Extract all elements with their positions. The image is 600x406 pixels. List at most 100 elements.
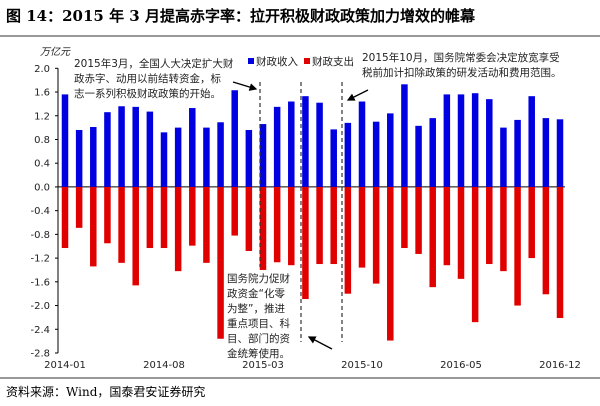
y-tick-label: -2.0 xyxy=(30,301,50,312)
y-tick-label: 2.0 xyxy=(34,64,50,75)
expenditure-bar-2016-06 xyxy=(471,186,479,323)
y-tick-label: 1.2 xyxy=(34,111,50,122)
chart-title: 图 14：2015 年 3 月提高赤字率：拉开积极财政政策加力增效的帷幕 xyxy=(6,7,476,25)
expenditure-bar-2016-08 xyxy=(500,186,507,272)
y-tick-label: 0.0 xyxy=(34,182,50,193)
legend-label-1: 财政支出 xyxy=(312,55,354,68)
legend-label-0: 财政收入 xyxy=(256,55,298,68)
y-tick-label: 0.8 xyxy=(34,135,50,146)
annotation-0-line: 志一系列积极财政政策的开始。 xyxy=(74,87,221,100)
expenditure-bar-2014-01 xyxy=(61,186,69,249)
expenditure-bar-2014-08 xyxy=(160,186,168,249)
expenditure-bar-2015-06 xyxy=(302,186,309,300)
expenditure-bar-2014-11 xyxy=(203,186,210,263)
revenue-bar-2014-05 xyxy=(118,106,125,187)
expenditure-bar-2016-07 xyxy=(486,186,493,265)
y-tick-label: -1.2 xyxy=(30,254,50,265)
expenditure-bar-2015-11 xyxy=(372,186,380,284)
annotation-2-line: 政资金“化零 xyxy=(227,287,285,300)
expenditure-bar-2015-10 xyxy=(358,186,366,268)
revenue-bar-2016-11 xyxy=(542,118,550,187)
expenditure-bar-2015-04 xyxy=(273,186,281,263)
y-unit-label: 万亿元 xyxy=(40,46,71,58)
annotation-1-line: 税前加计扣除政策的研发活动和费用范围。 xyxy=(362,66,562,79)
annotation-2-line: 金统筹使用。 xyxy=(227,347,290,360)
revenue-bar-2016-10 xyxy=(528,96,535,187)
expenditure-bar-2016-09 xyxy=(514,186,521,306)
revenue-bar-2014-02 xyxy=(75,129,83,187)
y-tick-label: -0.4 xyxy=(30,206,50,217)
expenditure-bar-2015-03 xyxy=(259,186,267,270)
x-tick-label: 2015-10 xyxy=(341,360,383,371)
revenue-bar-2014-08 xyxy=(160,132,168,187)
legend-swatch-1 xyxy=(304,58,310,64)
revenue-bar-2015-10 xyxy=(358,101,366,187)
expenditure-bar-2014-12 xyxy=(217,186,224,339)
expenditure-bar-2014-10 xyxy=(189,186,196,246)
revenue-bar-2015-12 xyxy=(387,113,394,187)
revenue-bar-2014-12 xyxy=(217,122,224,187)
y-tick-label: -2.4 xyxy=(30,325,50,336)
revenue-bar-2015-04 xyxy=(273,106,281,187)
annotation-0-line: 政赤字、动用以前结转资金，标 xyxy=(74,72,221,85)
revenue-bar-2014-11 xyxy=(203,127,210,187)
revenue-bar-2015-09 xyxy=(344,122,352,187)
annotation-arrow-1 xyxy=(346,89,369,101)
expenditure-bar-2015-01 xyxy=(231,186,238,236)
revenue-bar-2015-06 xyxy=(302,96,309,187)
annotation-0-line: 2015年3月，全国人大决定扩大财 xyxy=(74,57,233,70)
annotation-2-line: 重点项目、科 xyxy=(227,317,290,330)
expenditure-bar-2014-06 xyxy=(132,186,139,286)
expenditure-bar-2016-02 xyxy=(415,186,422,254)
annotation-2-line: 国务院力促财 xyxy=(227,272,290,285)
expenditure-bar-2015-08 xyxy=(330,186,337,265)
annotation-1-line: 2015年10月，国务院常委会决定放宽享受 xyxy=(362,51,560,64)
expenditure-bar-2014-09 xyxy=(174,186,182,272)
expenditure-bar-2014-07 xyxy=(146,186,154,249)
revenue-bar-2014-07 xyxy=(146,111,154,187)
revenue-bar-2016-07 xyxy=(486,99,493,187)
expenditure-bar-2015-09 xyxy=(344,186,352,294)
revenue-bar-2015-08 xyxy=(330,129,337,187)
revenue-bar-2016-01 xyxy=(401,84,408,187)
annotation-2-line: 为整”，推进 xyxy=(227,302,285,315)
revenue-bar-2014-06 xyxy=(132,106,139,187)
revenue-bar-2016-08 xyxy=(500,127,507,187)
expenditure-bar-2016-03 xyxy=(429,186,436,288)
x-tick-label: 2016-05 xyxy=(440,360,482,371)
expenditure-bar-2016-04 xyxy=(443,186,451,266)
y-tick-label: 1.6 xyxy=(34,88,50,99)
revenue-bar-2016-04 xyxy=(443,94,451,187)
source-note: 资料来源：Wind，国泰君安证券研究 xyxy=(6,384,205,399)
annotation-arrow-2 xyxy=(307,336,333,350)
expenditure-bar-2014-02 xyxy=(75,186,83,228)
expenditure-bar-2015-05 xyxy=(288,186,295,266)
revenue-bar-2015-01 xyxy=(231,90,238,187)
y-tick-label: -1.6 xyxy=(30,277,50,288)
expenditure-bar-2016-01 xyxy=(401,186,408,249)
expenditure-bar-2014-03 xyxy=(90,186,97,267)
revenue-bar-2014-09 xyxy=(174,127,182,187)
x-tick-label: 2016-12 xyxy=(539,360,581,371)
revenue-bar-2016-06 xyxy=(471,93,479,187)
expenditure-bar-2016-11 xyxy=(542,186,550,295)
y-tick-label: -0.8 xyxy=(30,230,50,241)
expenditure-bar-2016-05 xyxy=(457,186,465,279)
revenue-bar-2014-03 xyxy=(90,127,97,187)
revenue-bar-2015-11 xyxy=(372,121,380,187)
revenue-bar-2016-05 xyxy=(457,94,465,187)
x-tick-label: 2014-08 xyxy=(143,360,185,371)
y-tick-label: -2.8 xyxy=(30,349,50,360)
x-tick-label: 2015-03 xyxy=(242,360,284,371)
y-tick-label: 0.4 xyxy=(34,159,50,170)
revenue-bar-2015-05 xyxy=(288,101,295,187)
revenue-bar-2015-02 xyxy=(245,129,253,187)
revenue-bar-2015-07 xyxy=(316,102,323,187)
revenue-bar-2016-09 xyxy=(514,119,521,187)
expenditure-bar-2015-02 xyxy=(245,186,253,251)
x-tick-label: 2014-01 xyxy=(44,360,86,371)
expenditure-bar-2015-07 xyxy=(316,186,323,265)
revenue-bar-2016-03 xyxy=(429,118,436,187)
expenditure-bar-2015-12 xyxy=(387,186,394,341)
